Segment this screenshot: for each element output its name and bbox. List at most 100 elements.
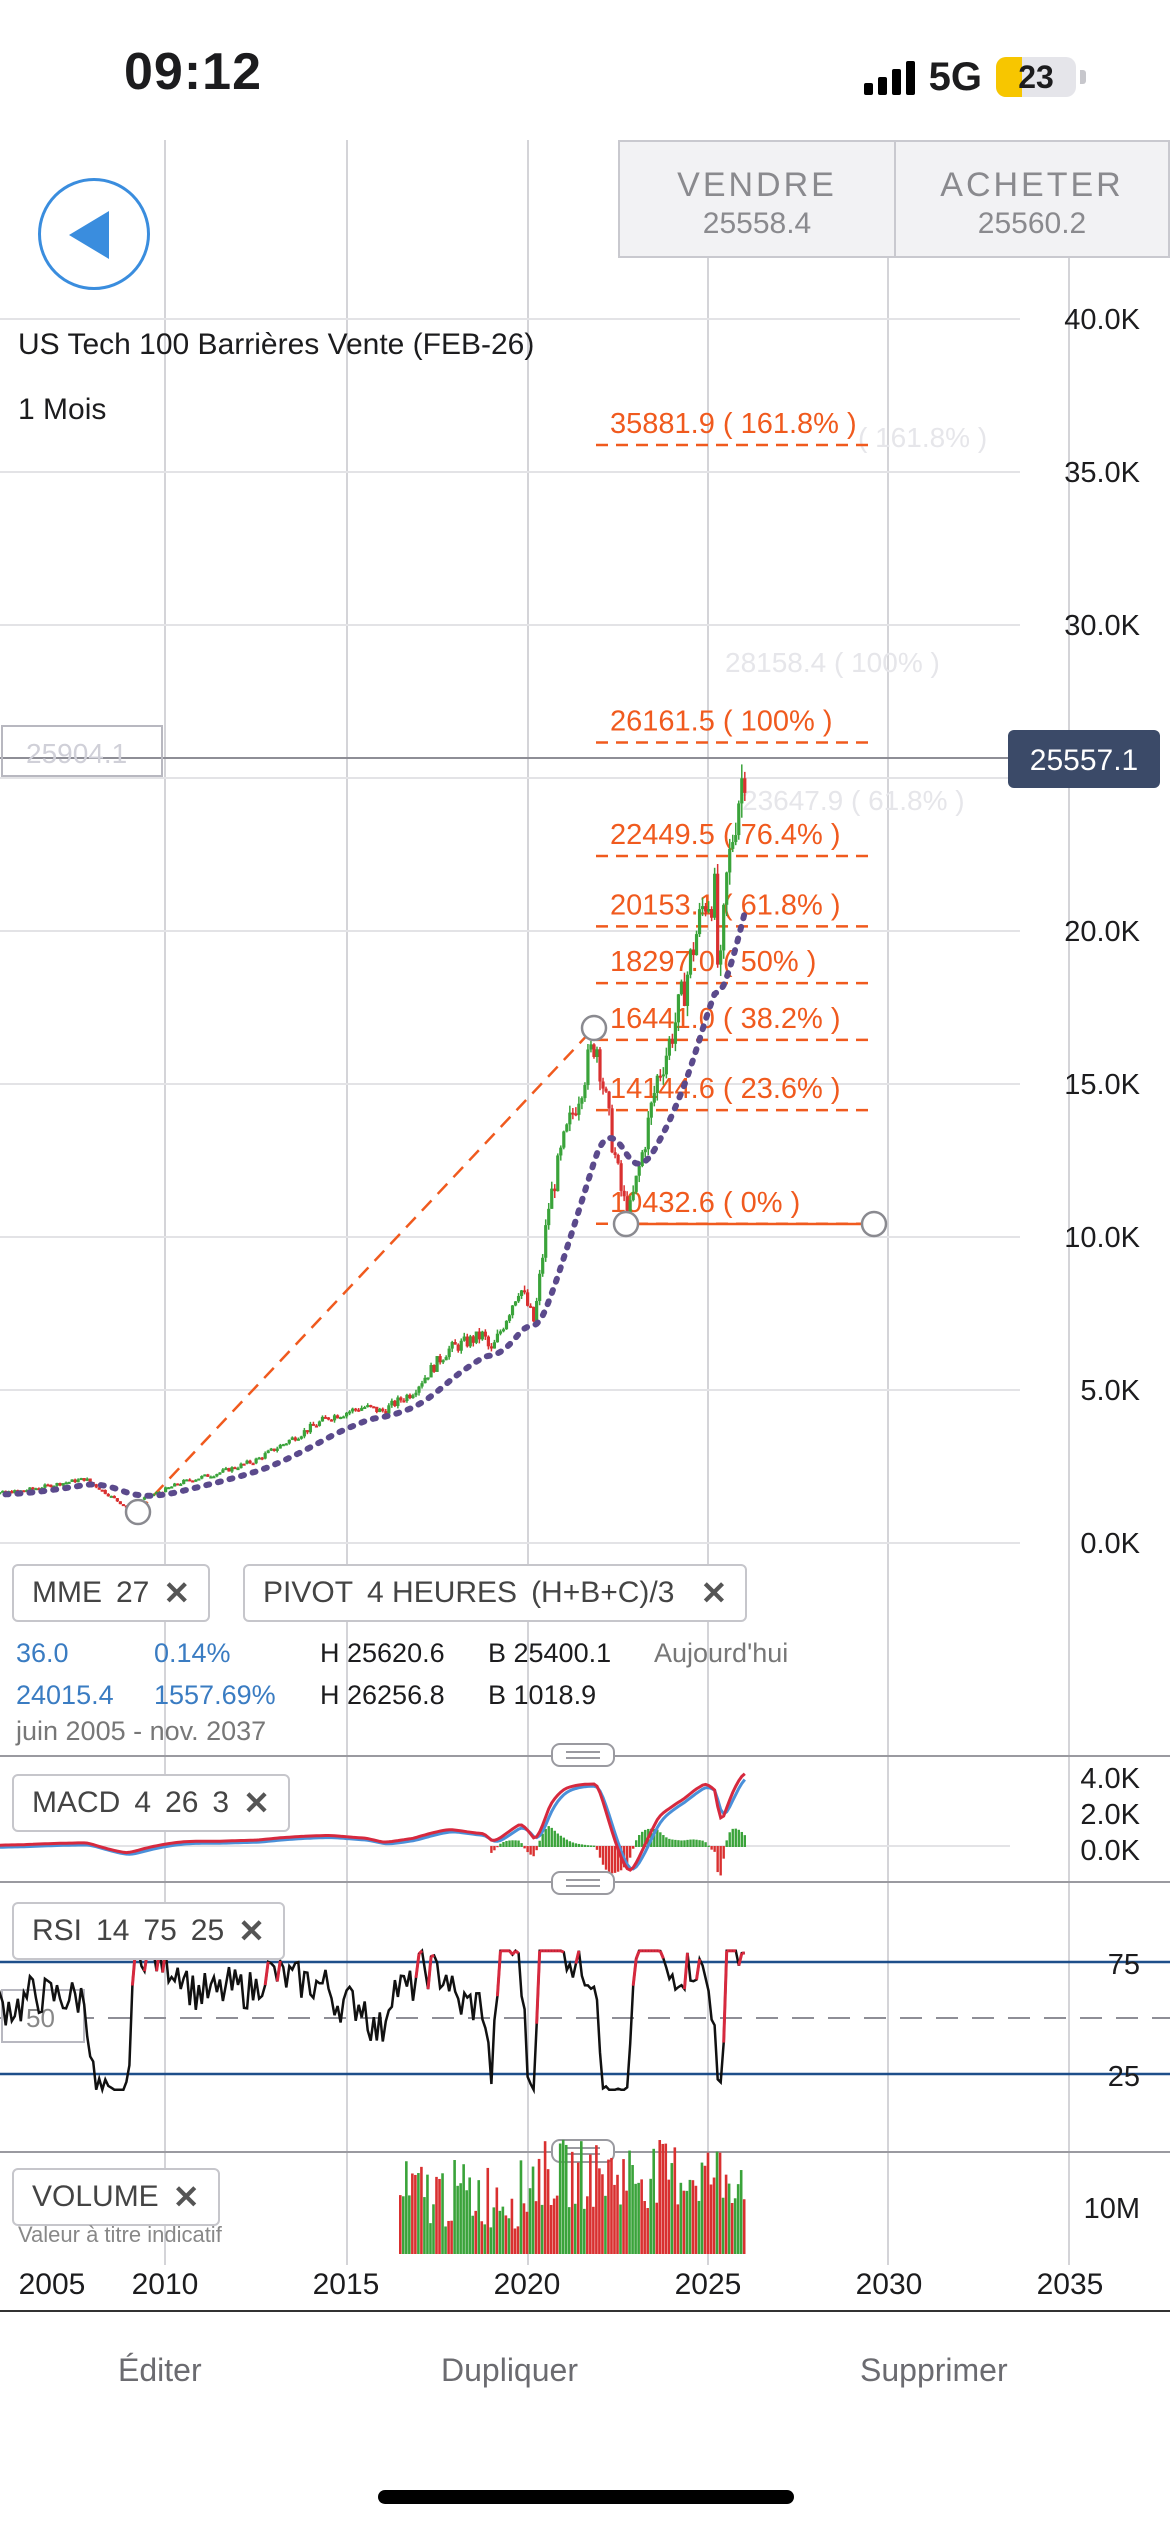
delete-button[interactable]: Supprimer <box>860 2352 1008 2389</box>
macd-hist-bar <box>608 1846 610 1873</box>
candle-body <box>393 1401 396 1406</box>
pivot-indicator-chip[interactable]: PIVOT 4 HEURES (H+B+C)/3 ✕ <box>243 1564 747 1622</box>
macd-hist-bar <box>701 1841 703 1847</box>
macd-param: 26 <box>165 1786 198 1820</box>
macd-tick: 4.0K <box>1080 1763 1140 1795</box>
candle-body <box>577 1104 580 1115</box>
buy-price: 25560.2 <box>896 207 1168 241</box>
fib-trend-line <box>138 1028 594 1512</box>
volume-bar <box>737 2184 740 2254</box>
candle-body <box>589 1044 592 1049</box>
macd-hist-bar <box>587 1845 589 1847</box>
rsi-overbought-segment <box>497 1951 500 1996</box>
candle-body <box>420 1383 423 1386</box>
macd-hist-bar <box>593 1846 595 1847</box>
volume-bar <box>511 2199 514 2254</box>
candle-body <box>466 1337 469 1347</box>
candle-body <box>107 1494 110 1496</box>
candle-body <box>423 1378 426 1383</box>
macd-hist-bar <box>526 1846 528 1852</box>
candle-body <box>722 905 725 951</box>
volume-bar <box>701 2163 704 2254</box>
current-price-value: 25557.1 <box>1030 744 1138 777</box>
candle-body <box>460 1341 463 1351</box>
macd-hist-bar <box>726 1840 728 1847</box>
candle-body <box>80 1478 83 1480</box>
volume-bar <box>502 2207 505 2254</box>
rsi-tick: 25 <box>1108 2061 1140 2093</box>
candle-body <box>95 1484 98 1487</box>
candle-body <box>372 1406 375 1408</box>
macd-hist-bar <box>496 1846 498 1847</box>
chart-period[interactable]: 1 Mois <box>18 393 106 427</box>
candle-body <box>656 1076 659 1093</box>
rsi-name: RSI <box>32 1914 82 1948</box>
volume-bar <box>471 2216 474 2254</box>
macd-hist-bar <box>502 1842 504 1847</box>
volume-bar <box>456 2186 459 2254</box>
volume-bar <box>616 2175 619 2254</box>
ghost-price-text: 25904.1 <box>26 738 127 769</box>
close-icon[interactable]: ✕ <box>700 1574 727 1612</box>
period-low: B 1018.9 <box>488 1680 596 1711</box>
volume-bar <box>399 2195 402 2254</box>
candle-body <box>493 1342 496 1348</box>
close-icon[interactable]: ✕ <box>173 2178 200 2216</box>
candle-body <box>511 1305 514 1315</box>
fib-level-label: 26161.5 ( 100% ) <box>610 705 832 737</box>
macd-hist-bar <box>671 1840 673 1847</box>
close-icon[interactable]: ✕ <box>243 1784 270 1822</box>
candle-body <box>113 1496 116 1498</box>
macd-indicator-chip[interactable]: MACD 4 26 3 ✕ <box>12 1774 290 1832</box>
candle-body <box>330 1420 333 1422</box>
volume-bar <box>453 2160 456 2254</box>
candle-body <box>43 1484 46 1487</box>
chart-title: US Tech 100 Barrières Vente (FEB-26) <box>18 328 534 362</box>
period-change: 1557.69% <box>154 1680 276 1711</box>
duplicate-button[interactable]: Dupliquer <box>441 2352 578 2389</box>
candle-body <box>592 1044 595 1057</box>
candle-body <box>451 1342 454 1349</box>
back-button[interactable] <box>38 178 150 290</box>
candle-body <box>333 1415 336 1420</box>
candle-body <box>0 1492 1 1494</box>
fib-level-label: 35881.9 ( 161.8% ) <box>610 408 857 440</box>
candle-body <box>122 1504 125 1506</box>
volume-bar <box>499 2211 502 2254</box>
close-icon[interactable]: ✕ <box>163 1574 190 1612</box>
candle-body <box>218 1472 221 1474</box>
volume-bar <box>486 2168 489 2254</box>
candle-body <box>701 906 704 909</box>
volume-bar <box>474 2211 477 2254</box>
buy-button[interactable]: ACHETER 25560.2 <box>894 140 1170 258</box>
candle-body <box>170 1487 173 1489</box>
volume-indicator-chip[interactable]: VOLUME ✕ <box>12 2168 220 2226</box>
candle-body <box>182 1480 185 1484</box>
candle-body <box>239 1464 242 1468</box>
mme-indicator-chip[interactable]: MME 27 ✕ <box>12 1564 210 1622</box>
candle-body <box>574 1113 577 1115</box>
candle-body <box>318 1421 321 1425</box>
candle-body <box>86 1479 89 1481</box>
candle-body <box>638 1166 641 1176</box>
sell-button[interactable]: VENDRE 25558.4 <box>618 140 896 258</box>
pivot-low: B 25400.1 <box>488 1638 611 1669</box>
volume-bar <box>595 2145 598 2254</box>
volume-bar <box>505 2215 508 2254</box>
candle-body <box>731 842 734 849</box>
edit-button[interactable]: Éditer <box>118 2352 202 2389</box>
candle-body <box>264 1453 267 1459</box>
volume-bar <box>477 2180 480 2254</box>
candle-body <box>650 1103 653 1118</box>
rsi-indicator-chip[interactable]: RSI 14 75 25 ✕ <box>12 1902 285 1960</box>
candle-body <box>644 1149 647 1152</box>
candle-body <box>58 1483 61 1485</box>
volume-bar <box>571 2152 574 2254</box>
rsi-overbought-segment <box>516 1951 519 1954</box>
volume-bar <box>634 2184 637 2254</box>
macd-hist-bar <box>517 1841 519 1847</box>
volume-bar <box>562 2140 565 2254</box>
close-icon[interactable]: ✕ <box>238 1912 265 1950</box>
candle-body <box>173 1484 176 1487</box>
rsi-param: 25 <box>191 1914 224 1948</box>
